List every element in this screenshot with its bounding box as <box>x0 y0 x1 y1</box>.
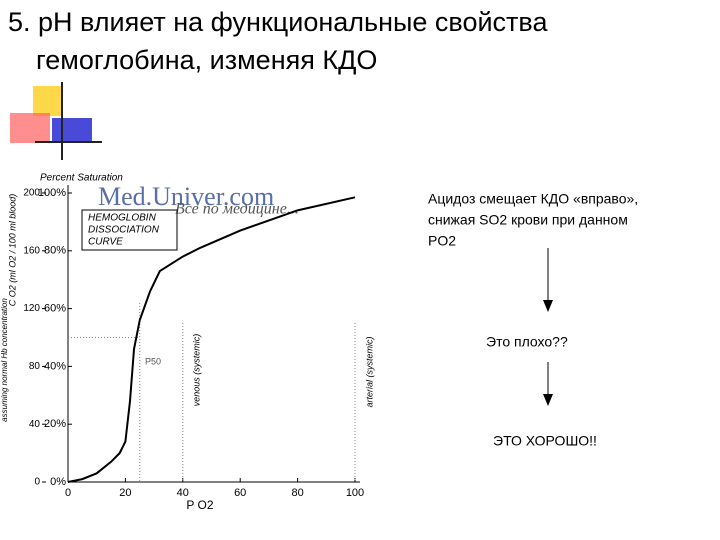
step: Это плохо?? <box>486 334 568 350</box>
y2-tick-label: 120 <box>23 303 40 314</box>
annotation: venous (systemic) <box>191 334 201 407</box>
y2-tick-label: 0 <box>34 477 40 488</box>
annotation: arterial (systemic) <box>364 336 374 407</box>
annotation: DISSOCIATION <box>88 225 160 236</box>
axis-label: assuming normal Hb concentration <box>0 298 9 422</box>
decor <box>33 86 63 116</box>
annotation: CURVE <box>88 237 123 248</box>
y2-tick-label: 80 <box>29 361 41 372</box>
y-tick-label: 0% <box>50 476 66 488</box>
annotation: HEMOGLOBIN <box>88 213 157 224</box>
curve <box>67 196 356 483</box>
axis-label: C O2 (ml O2 / 100 ml blood) <box>7 194 17 307</box>
annotation-box <box>81 209 178 251</box>
x-tick-label: 100 <box>346 487 364 499</box>
watermark: Med.Univer.com <box>98 182 274 211</box>
axis-label: P O2 <box>186 498 213 512</box>
step: ЭТО ХОРОШО!! <box>493 433 597 449</box>
note-line: Ацидоз смещает КДО «вправо», <box>428 191 638 207</box>
y-tick-label: 20% <box>44 418 66 430</box>
y-tick-label: 100% <box>38 187 66 199</box>
y-tick-label: 60% <box>44 303 66 315</box>
y2-tick-label: 160 <box>23 245 40 256</box>
x-tick-label: 0 <box>65 487 71 499</box>
y2-tick-label: 200 <box>23 188 40 199</box>
x-tick-label: 20 <box>119 487 131 499</box>
y-tick-label: 40% <box>44 360 66 372</box>
arrow-head <box>543 394 553 406</box>
decor <box>52 118 92 142</box>
watermark: Все по медицине... <box>175 201 299 218</box>
arrow-head <box>543 300 553 312</box>
x-tick-label: 40 <box>177 487 189 499</box>
y-tick-label: 80% <box>44 245 66 257</box>
x-tick-label: 60 <box>234 487 246 499</box>
axis-label: Percent Saturation <box>40 173 123 184</box>
y2-tick-label: 40 <box>29 419 41 430</box>
title-line: гемоглобина, изменяя КДО <box>36 45 377 75</box>
note-line: снижая SO2 крови при данном <box>428 212 628 228</box>
annotation: P50 <box>145 356 161 366</box>
x-tick-label: 80 <box>291 487 303 499</box>
title-line: 5. pH влияет на функциональные свойства <box>8 7 548 37</box>
decor <box>10 113 50 143</box>
note-line: PO2 <box>428 233 456 249</box>
